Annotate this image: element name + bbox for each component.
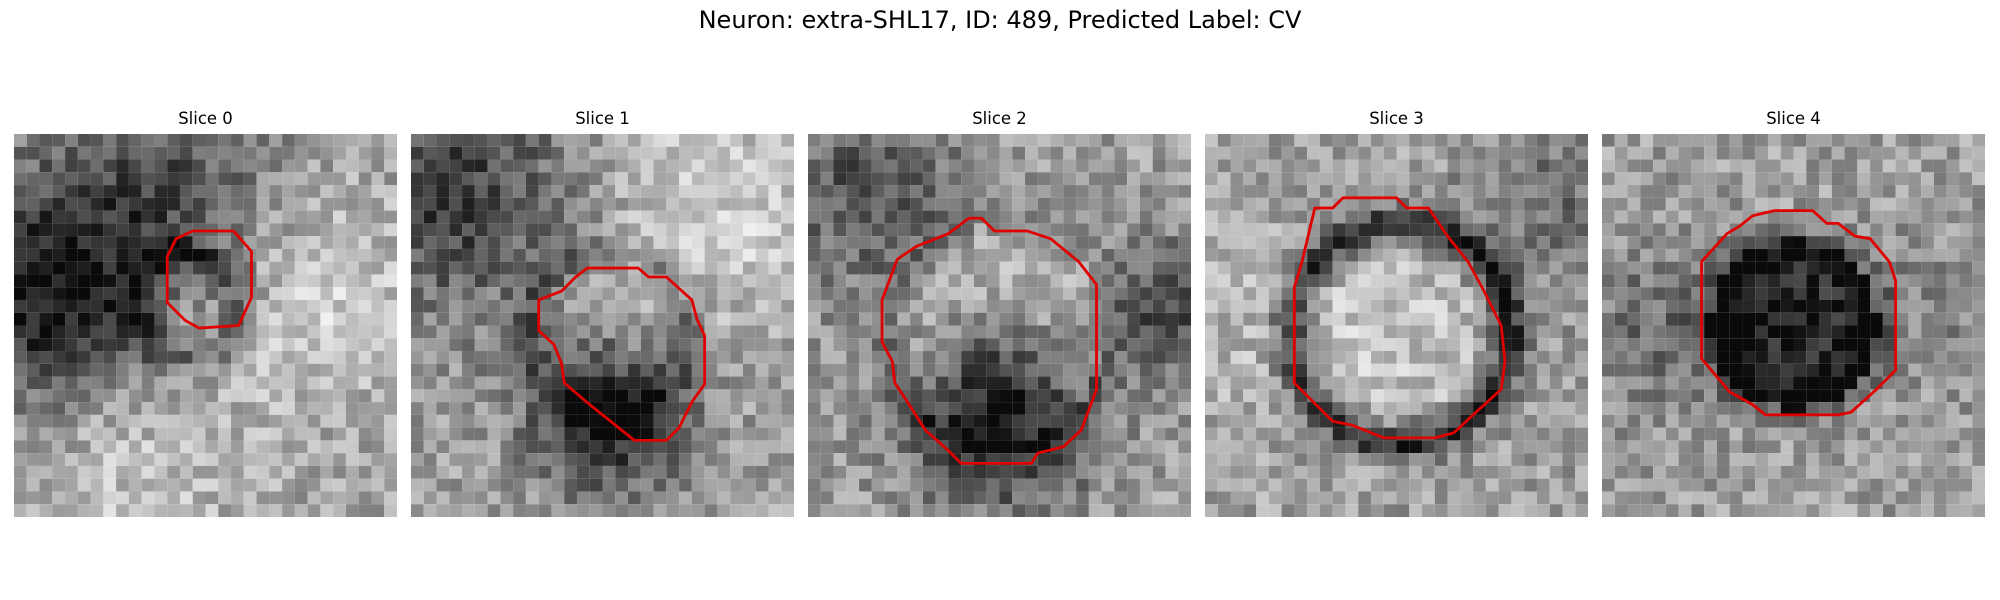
panel-slice-3: Slice 3: [1205, 108, 1588, 517]
panel-title: Slice 0: [178, 109, 233, 128]
panel-title: Slice 2: [972, 109, 1027, 128]
pixel-grid: [1205, 134, 1588, 517]
panel-slice-2: Slice 2: [808, 108, 1191, 517]
contour-outline: [1700, 209, 1898, 417]
contour-outline: [165, 229, 253, 330]
slice-image: [1602, 134, 1985, 517]
pixel-grid: [14, 134, 397, 517]
figure-title: Neuron: extra-SHL17, ID: 489, Predicted …: [698, 6, 1302, 34]
panel-title: Slice 1: [575, 109, 630, 128]
slice-image: [808, 134, 1191, 517]
slice-image: [1205, 134, 1588, 517]
panel-slice-0: Slice 0: [14, 108, 397, 517]
slice-image: [14, 134, 397, 517]
panel-slice-1: Slice 1: [411, 108, 794, 517]
pixel-grid: [411, 134, 794, 517]
contour-outline: [537, 266, 707, 442]
slice-image: [411, 134, 794, 517]
panel-title: Slice 3: [1369, 109, 1424, 128]
pixel-grid: [1602, 134, 1985, 517]
panel-title: Slice 4: [1766, 109, 1821, 128]
pixel-grid: [808, 134, 1191, 517]
panel-slice-4: Slice 4: [1602, 108, 1985, 517]
contour-outline: [880, 216, 1098, 465]
contour-outline: [1292, 196, 1507, 440]
